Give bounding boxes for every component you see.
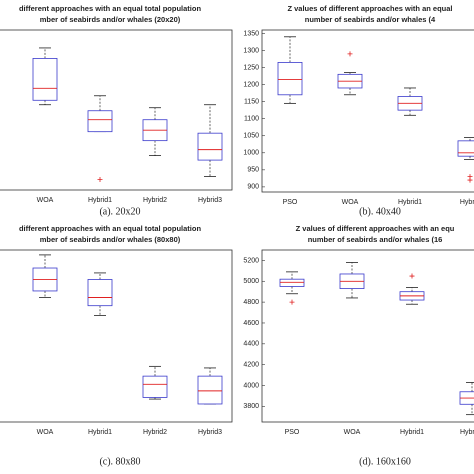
caption: (b). 40x40	[359, 206, 401, 217]
y-tick-label: 4000	[243, 382, 259, 389]
chart-title: number of seabirds and/or whales (16	[308, 235, 443, 244]
chart-title: number of seabirds and/or whales (4	[305, 15, 436, 24]
x-tick-label: Hybrid3	[198, 429, 222, 436]
x-tick-label: Hybrid2	[143, 429, 167, 436]
box	[87, 279, 113, 307]
x-tick-label: PSO	[283, 199, 298, 206]
x-tick-label: Hybrid1	[88, 429, 112, 436]
chart-title: different approaches with an equal total…	[19, 4, 202, 13]
x-tick-label: Hybrid3	[198, 197, 222, 204]
box	[32, 58, 58, 101]
caption: (a). 20x20	[99, 206, 140, 217]
y-tick-label: 1350	[243, 30, 259, 37]
x-tick-label: WOA	[342, 199, 359, 206]
box	[277, 62, 303, 96]
y-tick-label: 3800	[243, 403, 259, 410]
y-tick-label: 4400	[243, 341, 259, 348]
x-tick-label: WOA	[37, 197, 54, 204]
y-tick-label: 1150	[244, 98, 259, 105]
x-tick-label: Hybrid3	[460, 429, 474, 436]
y-tick-label: 4800	[243, 299, 259, 306]
x-tick-label: Hybrid1	[88, 197, 112, 204]
y-tick-label: 1250	[243, 64, 259, 71]
y-tick-label: 4200	[243, 362, 259, 369]
plot-area	[261, 249, 474, 423]
y-tick-label: 5000	[243, 278, 259, 285]
outlier	[97, 177, 103, 183]
y-tick-label: 1050	[243, 133, 259, 140]
outlier	[347, 51, 353, 57]
y-tick-label: 950	[247, 167, 259, 174]
plot-area	[261, 29, 474, 193]
box	[197, 132, 223, 161]
y-tick-label: 900	[247, 184, 259, 191]
y-tick-label: 1000	[243, 150, 259, 157]
outlier	[409, 273, 415, 279]
box	[142, 375, 168, 398]
box	[457, 140, 474, 157]
chart-title: Z values of different approaches with an…	[296, 224, 455, 233]
y-tick-label: 5200	[243, 257, 259, 264]
chart-title: mber of seabirds and/or whales (80x80)	[40, 235, 181, 244]
x-tick-label: Hybrid1	[398, 199, 422, 206]
box	[197, 375, 223, 405]
box	[87, 110, 113, 133]
caption: (d). 160x160	[359, 456, 411, 467]
plot-area	[0, 249, 233, 423]
x-tick-label: Hybrid2	[143, 197, 167, 204]
box	[279, 278, 305, 287]
y-tick-label: 1100	[244, 116, 259, 123]
outlier	[289, 299, 295, 305]
y-tick-label: 4600	[243, 320, 259, 327]
x-tick-label: Hybrid1	[400, 429, 424, 436]
x-tick-label: PSO	[285, 429, 300, 436]
y-tick-label: 1300	[243, 47, 259, 54]
plot-area	[0, 29, 233, 191]
chart-title: Z values of different approaches with an…	[287, 4, 452, 13]
outlier	[467, 177, 473, 183]
y-tick-label: 1200	[243, 81, 259, 88]
caption: (c). 80x80	[99, 456, 140, 467]
x-tick-label: Hybrid	[460, 199, 474, 206]
x-tick-label: WOA	[37, 429, 54, 436]
chart-title: mber of seabirds and/or whales (20x20)	[40, 15, 181, 24]
chart-title: different approaches with an equal total…	[19, 224, 202, 233]
x-tick-label: WOA	[344, 429, 361, 436]
